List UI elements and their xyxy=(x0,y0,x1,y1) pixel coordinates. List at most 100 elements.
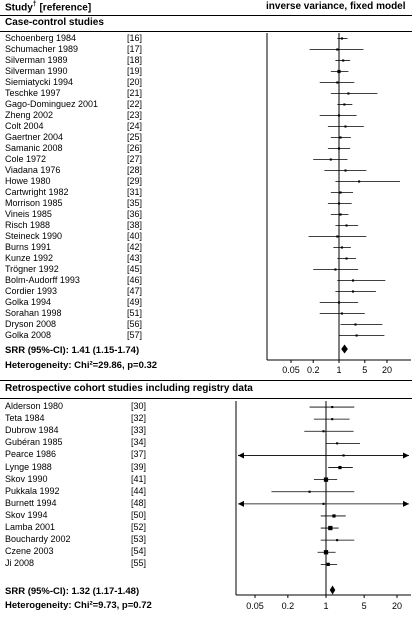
study-header-title: Study xyxy=(5,2,33,14)
study-reference: [47] xyxy=(127,285,143,296)
point-estimate xyxy=(355,334,358,337)
study-reference: [28] xyxy=(127,164,143,175)
x-axis-tick-label: 5 xyxy=(362,365,367,375)
study-name: Gago-Dominguez 2001 xyxy=(5,98,99,109)
point-estimate xyxy=(344,169,347,172)
study-name: Lamba 2001 xyxy=(5,522,56,533)
point-estimate xyxy=(340,37,343,40)
study-reference: [31] xyxy=(127,186,143,197)
study-reference: [54] xyxy=(131,546,147,557)
point-estimate xyxy=(354,323,357,326)
study-reference: [48] xyxy=(131,497,147,508)
study-reference: [18] xyxy=(127,54,143,65)
study-reference: [40] xyxy=(127,230,143,241)
study-name: Bouchardy 2002 xyxy=(5,534,71,545)
study-name: Vineis 1985 xyxy=(5,208,52,219)
study-name: Sorahan 1998 xyxy=(5,307,62,318)
study-name: Lynge 1988 xyxy=(5,461,52,472)
ci-arrow-right xyxy=(403,500,409,507)
section2-top-divider xyxy=(0,380,412,381)
point-estimate xyxy=(340,312,343,315)
point-estimate xyxy=(323,477,329,482)
study-reference: [19] xyxy=(127,65,143,76)
point-estimate xyxy=(336,442,339,445)
point-estimate xyxy=(332,514,336,518)
ci-arrow-left xyxy=(238,500,244,507)
study-reference: [36] xyxy=(127,208,143,219)
summary-diamond xyxy=(341,344,348,354)
study-name: Dryson 2008 xyxy=(5,318,57,329)
study-reference: [21] xyxy=(127,87,143,98)
study-name: Czene 2003 xyxy=(5,546,54,557)
study-name: Morrison 1985 xyxy=(5,197,63,208)
point-estimate xyxy=(322,502,325,505)
point-estimate xyxy=(358,180,361,183)
study-reference: [57] xyxy=(127,329,143,340)
point-estimate xyxy=(337,202,341,205)
point-estimate xyxy=(351,290,355,293)
study-name: Zheng 2002 xyxy=(5,109,54,120)
study-reference: [49] xyxy=(127,296,143,307)
point-estimate xyxy=(336,539,339,542)
study-reference: [44] xyxy=(131,485,147,496)
x-axis-tick-label: 1 xyxy=(323,601,328,611)
srr-summary-cohort: SRR (95%-CI): 1.32 (1.17-1.48) xyxy=(5,586,140,597)
study-name: Golka 2008 xyxy=(5,329,52,340)
study-reference: [53] xyxy=(131,534,147,545)
study-name: Dubrow 1984 xyxy=(5,425,59,436)
study-reference: [38] xyxy=(127,219,143,230)
srr-summary-case-control: SRR (95%-CI): 1.41 (1.15-1.74) xyxy=(5,345,140,356)
section1-divider xyxy=(0,31,412,32)
study-name: Risch 1988 xyxy=(5,219,51,230)
study-reference: [46] xyxy=(127,274,143,285)
x-axis-tick-label: 0.05 xyxy=(282,365,300,375)
study-name: Pearce 1986 xyxy=(5,449,57,460)
study-reference: [50] xyxy=(131,509,147,520)
study-reference: [56] xyxy=(127,318,143,329)
point-estimate xyxy=(344,125,347,128)
study-name: Golka 1994 xyxy=(5,296,52,307)
point-estimate xyxy=(342,59,345,62)
point-estimate xyxy=(343,103,346,106)
point-estimate xyxy=(336,48,339,51)
point-estimate xyxy=(328,525,333,531)
study-name: Samanic 2008 xyxy=(5,142,63,153)
study-name: Burns 1991 xyxy=(5,241,52,252)
study-reference: [35] xyxy=(127,197,143,208)
study-name: Skov 1994 xyxy=(5,509,48,520)
study-reference: [37] xyxy=(131,449,147,460)
point-estimate xyxy=(337,147,341,150)
study-name: Teschke 1997 xyxy=(5,87,61,98)
point-estimate xyxy=(326,562,330,566)
model-column-header: inverse variance, fixed model xyxy=(266,1,406,12)
point-estimate xyxy=(323,550,329,555)
study-name: Trögner 1992 xyxy=(5,263,59,274)
ci-arrow-right xyxy=(403,452,409,459)
study-reference: [26] xyxy=(127,142,143,153)
study-reference: [45] xyxy=(127,263,143,274)
study-name: Siemiatycki 1994 xyxy=(5,76,74,87)
point-estimate xyxy=(308,490,311,493)
x-axis-tick-label: 0.2 xyxy=(307,365,320,375)
heterogeneity-cohort: Heterogeneity: Chi²=9.73, p=0.72 xyxy=(5,600,152,611)
study-reference: [25] xyxy=(127,131,143,142)
study-reference: [22] xyxy=(127,98,143,109)
x-axis-tick-label: 0.2 xyxy=(282,601,295,611)
point-estimate xyxy=(347,92,350,95)
study-header-suffix: [reference] xyxy=(36,2,92,14)
study-name: Bolm-Audorff 1993 xyxy=(5,274,80,285)
study-name: Cartwright 1982 xyxy=(5,186,69,197)
x-axis-tick-label: 1 xyxy=(336,365,341,375)
study-reference: [23] xyxy=(127,109,143,120)
study-reference: [20] xyxy=(127,76,143,87)
section-title-cohort: Retrospective cohort studies including r… xyxy=(5,383,253,394)
x-axis-tick-label: 5 xyxy=(362,601,367,611)
study-reference: [24] xyxy=(127,120,143,131)
study-name: Silverman 1989 xyxy=(5,54,68,65)
study-reference: [32] xyxy=(131,413,147,424)
point-estimate xyxy=(338,465,342,470)
point-estimate xyxy=(340,246,343,249)
point-estimate xyxy=(345,224,348,227)
